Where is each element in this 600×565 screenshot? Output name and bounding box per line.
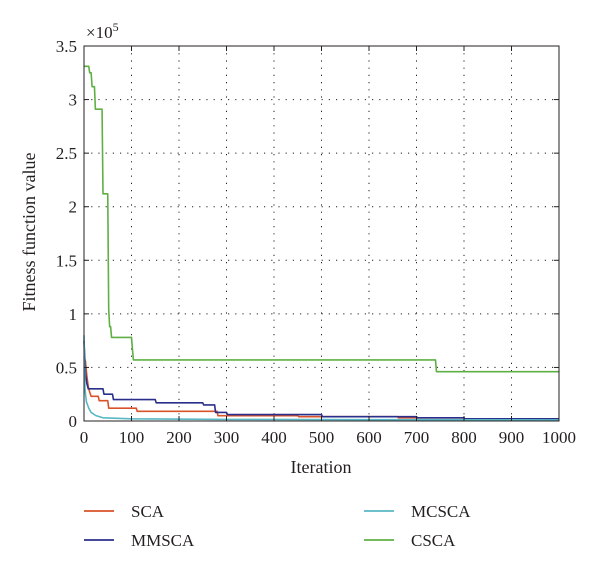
series-line-sca xyxy=(83,356,559,420)
y-tick-label: 2 xyxy=(69,198,78,217)
y-scale-label: ×105 xyxy=(86,20,119,42)
y-tick-label: 0.5 xyxy=(56,358,77,377)
x-tick-label: 900 xyxy=(499,428,525,447)
y-tick-label: 3 xyxy=(69,91,78,110)
series-lines xyxy=(83,65,560,421)
x-tick-label: 800 xyxy=(451,428,477,447)
y-axis-label: Fitness function value xyxy=(19,153,39,312)
legend-label-mmsca: MMSCA xyxy=(131,531,195,550)
x-tick-label: 400 xyxy=(261,428,287,447)
x-tick-label: 700 xyxy=(404,428,430,447)
y-tick-label: 1 xyxy=(69,305,78,324)
y-tick-label: 1.5 xyxy=(56,251,77,270)
y-tick-label: 0 xyxy=(69,412,78,431)
y-scale-exponent: 5 xyxy=(113,20,119,34)
grid-lines xyxy=(84,46,559,421)
legend-label-mcsca: MCSCA xyxy=(411,502,471,521)
x-tick-label: 200 xyxy=(166,428,192,447)
series-line-csca xyxy=(84,65,559,373)
legend-label-csca: CSCA xyxy=(411,531,456,550)
x-tick-label: 100 xyxy=(119,428,145,447)
x-tick-label: 600 xyxy=(356,428,382,447)
legend-label-sca: SCA xyxy=(131,502,165,521)
legend: SCA MCSCA MMSCA CSCA xyxy=(84,502,471,550)
x-tick-label: 0 xyxy=(80,428,89,447)
x-tick-label: 500 xyxy=(309,428,335,447)
x-tick-label: 1000 xyxy=(542,428,576,447)
x-tick-label: 300 xyxy=(214,428,240,447)
x-axis-label: Iteration xyxy=(291,457,352,477)
y-tick-label: 3.5 xyxy=(56,37,77,56)
y-tick-label: 2.5 xyxy=(56,144,77,163)
axis-ticks: 0 100 200 300 400 500 600 700 800 900 1000 0 0.5 1 1.5… xyxy=(56,37,576,447)
